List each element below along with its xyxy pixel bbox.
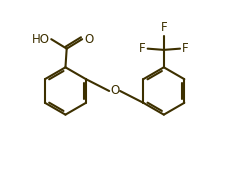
Text: HO: HO [31, 33, 50, 46]
Text: F: F [182, 42, 188, 55]
Text: F: F [160, 22, 167, 34]
Text: O: O [84, 33, 93, 46]
Text: F: F [139, 42, 146, 55]
Text: O: O [110, 84, 119, 98]
